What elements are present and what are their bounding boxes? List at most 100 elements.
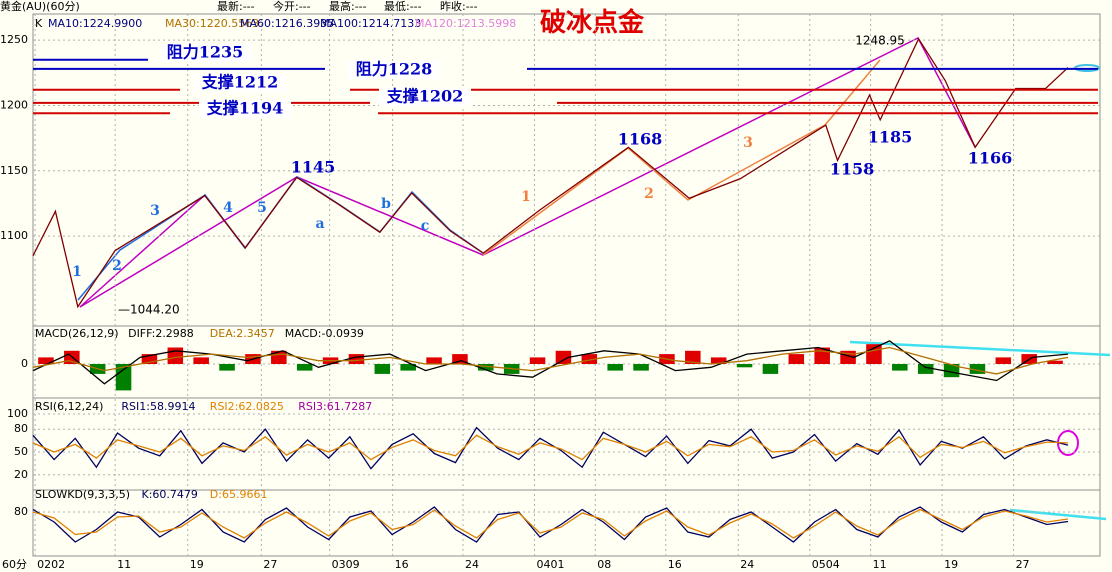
ma-legend: MA120:1213.5998: [415, 17, 516, 30]
level-label: 阻力1228: [356, 60, 433, 79]
x-tick-label: 0202: [37, 558, 65, 571]
macd-bar: [400, 364, 416, 371]
price-label: 1145: [291, 158, 336, 177]
ma-legend: MA100:1214.7133: [320, 17, 421, 30]
macd-bar: [219, 364, 235, 371]
macd-bar: [917, 364, 934, 374]
period: 60分: [2, 558, 27, 571]
price-label: 1185: [868, 128, 913, 147]
quote-field: 今开:---: [273, 0, 311, 13]
macd-bar: [995, 357, 1012, 364]
panel-name: RSI(6,12,24): [35, 400, 103, 413]
macd-bar: [348, 354, 365, 364]
y-tick-label: 1250: [0, 33, 28, 46]
title: 破冰点金: [540, 7, 645, 38]
macd-bar: [685, 350, 701, 364]
wave-label: 2: [644, 186, 654, 202]
label-bg: [159, 44, 251, 62]
x-tick-label: 11: [117, 558, 131, 571]
macd-bar: [478, 364, 494, 371]
macd-bar: [866, 344, 882, 364]
wave-label: 3: [743, 135, 753, 151]
wave-label: 4: [223, 200, 233, 216]
wave-label: a: [315, 216, 324, 232]
price-label: 1166: [968, 149, 1013, 168]
series-line: [32, 508, 1069, 539]
macd-bar: [607, 364, 623, 371]
wave-label: b: [381, 196, 391, 212]
instrument: 黄金(AU)(60分): [0, 0, 80, 13]
y-tick-label: 100: [7, 407, 28, 420]
macd-bar: [710, 357, 727, 364]
y-tick-label: 20: [14, 468, 28, 481]
level-label: 支撑1202: [386, 87, 464, 106]
macd-bar: [581, 354, 598, 364]
x-tick-label: 16: [395, 558, 409, 571]
label-bg: [348, 61, 440, 79]
y-tick-label: 50: [14, 445, 28, 458]
macd-bar: [452, 354, 468, 364]
wave-label: 5: [257, 200, 267, 216]
x-tick-label: 16: [668, 558, 682, 571]
readout: DEA:2.3457: [210, 327, 275, 340]
macd-bar: [167, 347, 184, 364]
series-line: [32, 37, 1069, 309]
wave-label: c: [421, 218, 430, 234]
quote-field: 最高:---: [329, 0, 367, 13]
x-tick-label: 08: [597, 558, 611, 571]
level-label: 支撑1194: [206, 99, 284, 118]
readout: K:60.7479: [142, 488, 198, 501]
readout: RSI1:58.9914: [121, 400, 195, 413]
x-tick-label: 27: [1016, 558, 1030, 571]
price-label: —1044.20: [118, 303, 180, 317]
macd-bar: [943, 364, 960, 378]
x-tick-label: 0309: [332, 558, 360, 571]
frame: [32, 13, 1101, 557]
macd-bar: [193, 357, 209, 364]
x-tick-label: 11: [873, 558, 887, 571]
macd-bar: [529, 357, 546, 364]
series-line: [32, 434, 1069, 461]
readout: D:65.9661: [210, 488, 268, 501]
wave-label: 1: [72, 264, 82, 280]
label-bg: [194, 74, 286, 92]
macd-bar: [633, 364, 649, 371]
y-tick-label: 1150: [0, 164, 28, 177]
quote-field: 昨收:---: [440, 0, 478, 13]
panel-name: MACD(26,12,9): [35, 327, 119, 340]
readout: DIFF:2.2988: [128, 327, 194, 340]
y-tick-label: 1200: [0, 98, 28, 111]
y-tick-label: 80: [14, 422, 28, 435]
readout: RSI3:61.7287: [298, 400, 372, 413]
x-tick-label: 19: [944, 558, 958, 571]
x-tick-label: 0401: [536, 558, 564, 571]
macd-bar: [426, 357, 442, 364]
macd-bar: [38, 357, 54, 364]
macd-bar: [1047, 360, 1063, 364]
macd-bar: [555, 350, 572, 364]
macd-bar: [115, 364, 132, 391]
macd-bar: [141, 354, 158, 364]
x-tick-label: 19: [190, 558, 204, 571]
macd-bar: [296, 364, 313, 371]
ma-legend: MA60:1216.3935: [240, 17, 334, 30]
wave-label: 2: [112, 258, 122, 274]
wave-label: 1: [521, 189, 531, 205]
y-tick-label: 0: [21, 357, 28, 370]
quote-field: 最新:---: [217, 0, 255, 13]
panel-name: SLOWKD(9,3,3,5): [35, 488, 130, 501]
macd-bar: [762, 364, 779, 374]
price-label: 1158: [830, 160, 875, 179]
x-tick-label: 0504: [812, 558, 840, 571]
ma-legend: MA10:1224.9900: [48, 17, 142, 30]
readout: MACD:-0.0939: [285, 327, 364, 340]
macd-bar: [969, 364, 986, 374]
y-tick-label: 1100: [0, 229, 28, 242]
x-tick-label: 27: [263, 558, 277, 571]
macd-bar: [788, 354, 805, 364]
divergence-line: [1009, 508, 1107, 521]
macd-bar: [892, 364, 908, 371]
series-line: [32, 426, 1069, 470]
